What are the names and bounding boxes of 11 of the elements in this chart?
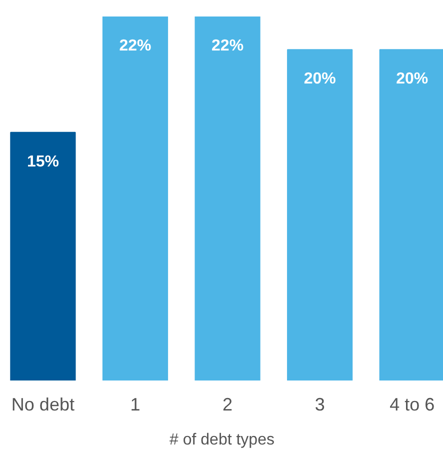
x-tick-label: 1 [130,394,140,414]
x-tick-label: No debt [11,394,74,414]
x-tick-label: 3 [314,394,325,414]
data-label: 20% [304,70,336,88]
data-label: 22% [119,38,152,54]
data-label: 15% [26,153,59,170]
x-axis-title: # of debt types [170,432,274,448]
data-label: 20% [396,70,428,88]
x-tick-label: 2 [222,394,233,414]
x-tick-label: 4 to 6 [390,394,435,414]
data-label: 22% [212,38,244,54]
